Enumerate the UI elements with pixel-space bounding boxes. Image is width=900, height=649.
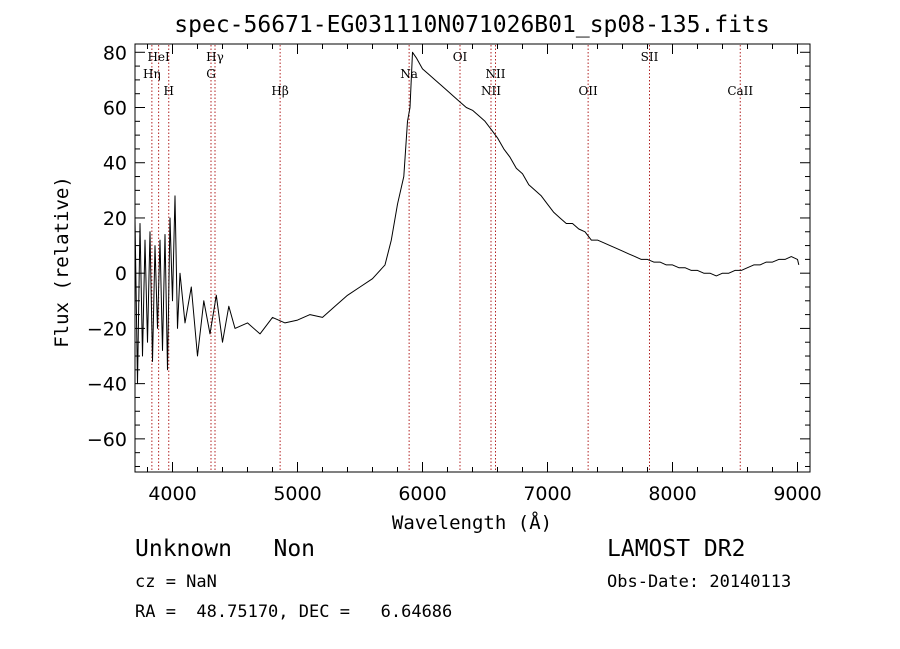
spectral-line-label: OII [578,84,598,98]
y-tick-label: 40 [103,153,127,175]
spectral-line-label: H [164,84,174,98]
x-tick-label: 9000 [773,483,821,505]
spectral-line-label: Hη [143,67,161,81]
x-tick-label: 4000 [148,483,196,505]
y-tick-label: −60 [87,429,127,451]
y-tick-label: 0 [115,263,127,285]
spectral-line-label: HeI [147,50,170,64]
x-axis-label: Wavelength (Å) [392,511,552,534]
x-tick-labels: 4000 5000 6000 7000 8000 9000 [148,483,821,505]
survey-label: LAMOST DR2 [607,536,746,562]
spectral-line-label: Hγ [206,50,224,64]
plot-frame [134,43,811,473]
x-tick-label: 5000 [273,483,321,505]
x-tick-label: 7000 [523,483,571,505]
y-tick-label: 80 [103,42,127,64]
spectral-line-labels: Hη HeI H Hγ G Hβ Na OI NII NII OII SII CaII [143,50,753,98]
spectral-line-markers [151,45,741,471]
y-tick-label: 20 [103,208,127,230]
obs-date-label: Obs-Date: 20140113 [607,572,792,592]
spectral-line-label: Hβ [271,84,288,98]
object-class: Unknown Non [135,536,315,562]
series-layer [134,51,800,385]
spectrum-chart: spec-56671-EG031110N071026B01_sp08-135.f… [51,12,822,534]
spectral-line-label: NII [486,67,506,81]
spectral-line-label: CaII [727,84,753,98]
spectral-line-label: G [206,67,216,81]
class-label: Unknown [135,536,232,562]
chart-title: spec-56671-EG031110N071026B01_sp08-135.f… [174,12,769,38]
y-tick-label: −20 [87,318,127,340]
spectrum-line [134,51,800,385]
axis-ticks [135,44,810,472]
y-axis-label: Flux (relative) [51,176,73,348]
spectral-line-label: SII [641,50,659,64]
y-tick-label: −40 [87,374,127,396]
x-tick-label: 6000 [398,483,446,505]
subclass-label: Non [273,536,316,562]
y-tick-label: 60 [103,98,127,120]
spectral-line-label: Na [400,67,418,81]
spectral-line-label: NII [481,84,501,98]
redshift-label: cz = NaN [135,572,217,592]
coordinates-label: RA = 48.75170, DEC = 6.64686 [135,602,453,622]
y-tick-labels: −60 −40 −20 0 20 40 60 80 [87,42,127,451]
spectral-line-label: OI [453,50,468,64]
x-tick-label: 8000 [648,483,696,505]
